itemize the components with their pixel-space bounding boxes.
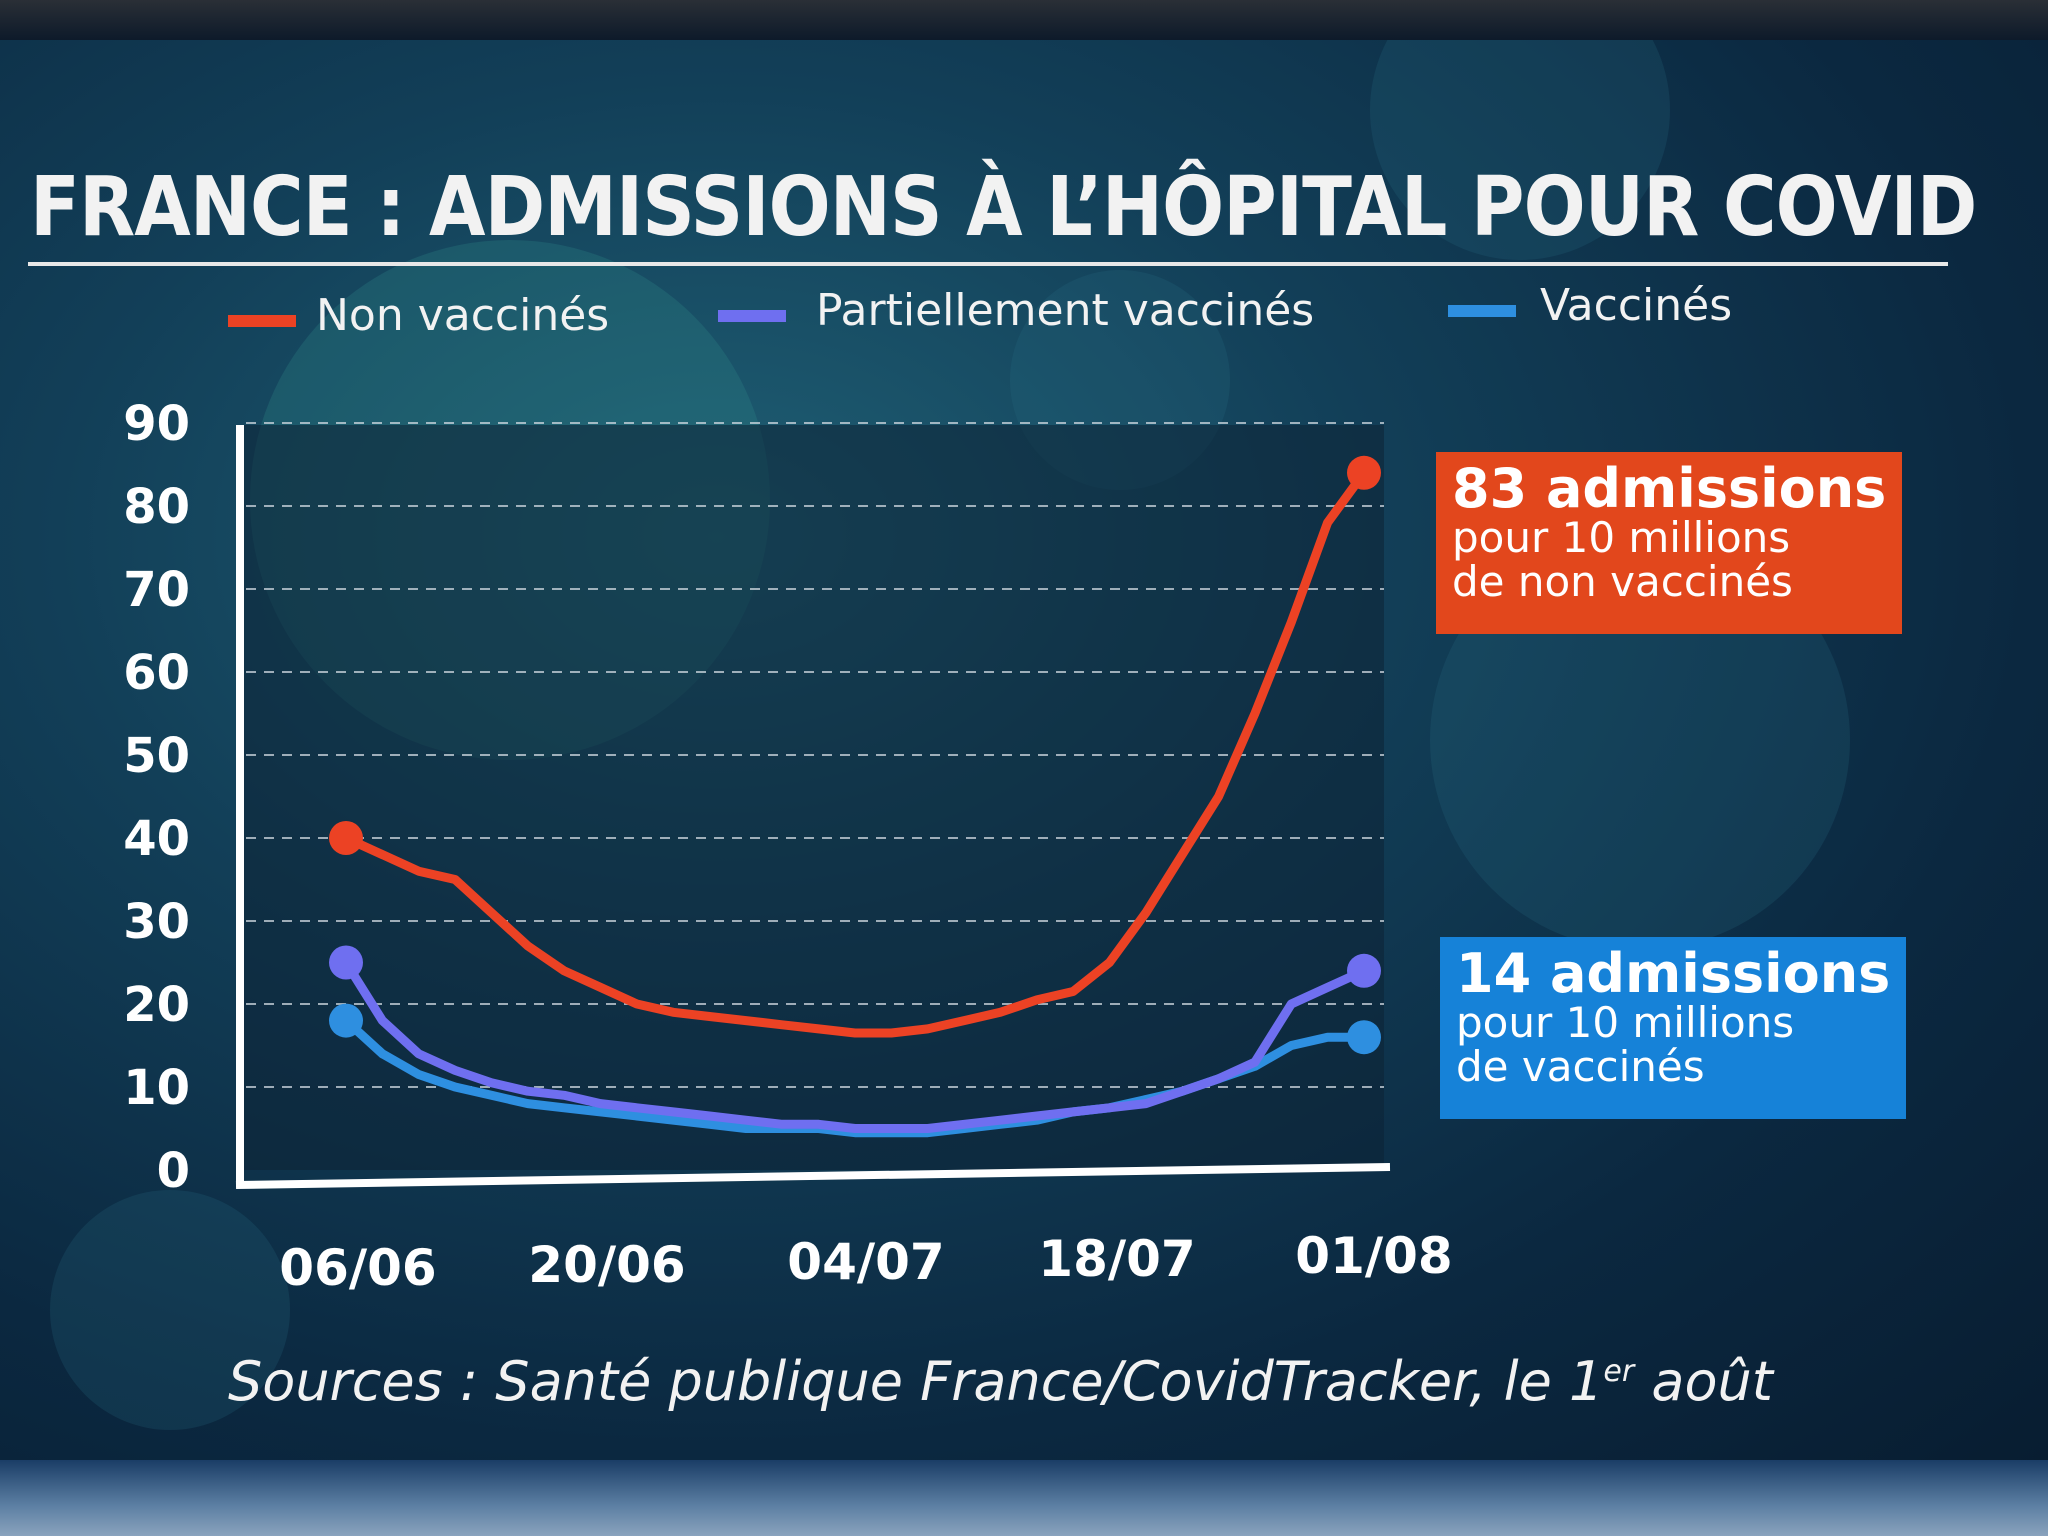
y-tick-label: 70 (123, 562, 190, 618)
legend-swatch-vaccines (1448, 305, 1516, 317)
tv-screen: FRANCE : ADMISSIONS À L’HÔPITAL POUR COV… (0, 40, 2048, 1460)
plot-area (244, 425, 1384, 1170)
y-tick-label: 30 (123, 894, 190, 950)
y-tick-label: 50 (123, 728, 190, 784)
chart-title: FRANCE : ADMISSIONS À L’HÔPITAL POUR COV… (30, 160, 1977, 255)
virus-illustration (1370, 40, 1670, 260)
y-axis-ticks: 0 10 20 30 40 50 60 70 80 90 (123, 396, 190, 1199)
y-tick-label: 10 (123, 1060, 190, 1116)
legend-swatch-partiellement-vaccines (718, 310, 786, 322)
legend: Non vaccinés Partiellement vaccinés Vacc… (228, 280, 1732, 341)
title-underline (28, 262, 1948, 266)
x-tick-label: 04/07 (787, 1233, 944, 1291)
axes (235, 425, 1391, 1189)
endpoint-marker-partiellement-vaccines (329, 945, 363, 980)
endpoint-marker-vaccines (1347, 1020, 1381, 1055)
source-date-suffix: août (1634, 1350, 1773, 1413)
legend-swatch-non-vaccines (228, 315, 296, 327)
endpoint-marker-non-vaccines (329, 821, 363, 855)
x-tick-label: 01/08 (1295, 1227, 1452, 1285)
series-line-partiellement-vaccines (341, 958, 1369, 1133)
y-tick-label: 60 (123, 645, 190, 701)
legend-label-partiellement-vaccines: Partiellement vaccinés (816, 285, 1314, 336)
y-tick-label: 80 (123, 479, 190, 535)
gridlines (246, 422, 1384, 1088)
screen-top-bezel (0, 0, 2048, 40)
legend-label-non-vaccines: Non vaccinés (316, 290, 609, 341)
endpoint-marker-non-vaccines (1347, 455, 1381, 490)
endpoint-marker-vaccines (329, 1003, 363, 1038)
source-superscript: er (1603, 1354, 1635, 1389)
callout-non-vaccines-line1: pour 10 millions (1452, 513, 1791, 562)
x-tick-label: 06/06 (279, 1239, 436, 1297)
callout-vaccines-line1: pour 10 millions (1456, 998, 1795, 1047)
x-axis-ticks: 06/06 20/06 04/07 18/07 01/08 (279, 1227, 1452, 1297)
y-tick-label: 90 (123, 396, 190, 452)
callout-non-vaccines: 83 admissions pour 10 millions de non va… (1436, 452, 1902, 634)
x-tick-label: 20/06 (528, 1236, 685, 1294)
data-series (329, 455, 1381, 1138)
x-tick-label: 18/07 (1038, 1230, 1195, 1288)
y-tick-label: 20 (123, 977, 190, 1033)
x-axis-line (235, 1163, 1391, 1189)
y-tick-label: 40 (123, 811, 190, 867)
source-text: Sources : Santé publique France/CovidTra… (228, 1350, 1604, 1413)
source-note: Sources : Santé publique France/CovidTra… (228, 1350, 1773, 1413)
callout-vaccines-line2: de vaccinés (1456, 1042, 1705, 1092)
y-tick-label: 0 (157, 1143, 190, 1199)
screen-bottom-bezel (0, 1460, 2048, 1536)
virus-illustration (50, 1190, 290, 1430)
virus-illustration (1430, 530, 1850, 950)
endpoint-marker-partiellement-vaccines (1347, 953, 1381, 988)
legend-label-vaccines: Vaccinés (1540, 280, 1732, 331)
series-line-non-vaccines (341, 468, 1369, 1038)
callout-non-vaccines-headline: 83 admissions (1452, 457, 1887, 520)
line-chart: Non vaccinés Partiellement vaccinés Vacc… (123, 280, 1732, 1297)
callout-vaccines: 14 admissions pour 10 millions de vaccin… (1440, 937, 1906, 1119)
callout-vaccines-headline: 14 admissions (1456, 942, 1891, 1005)
callout-non-vaccines-line2: de non vaccinés (1452, 557, 1793, 607)
